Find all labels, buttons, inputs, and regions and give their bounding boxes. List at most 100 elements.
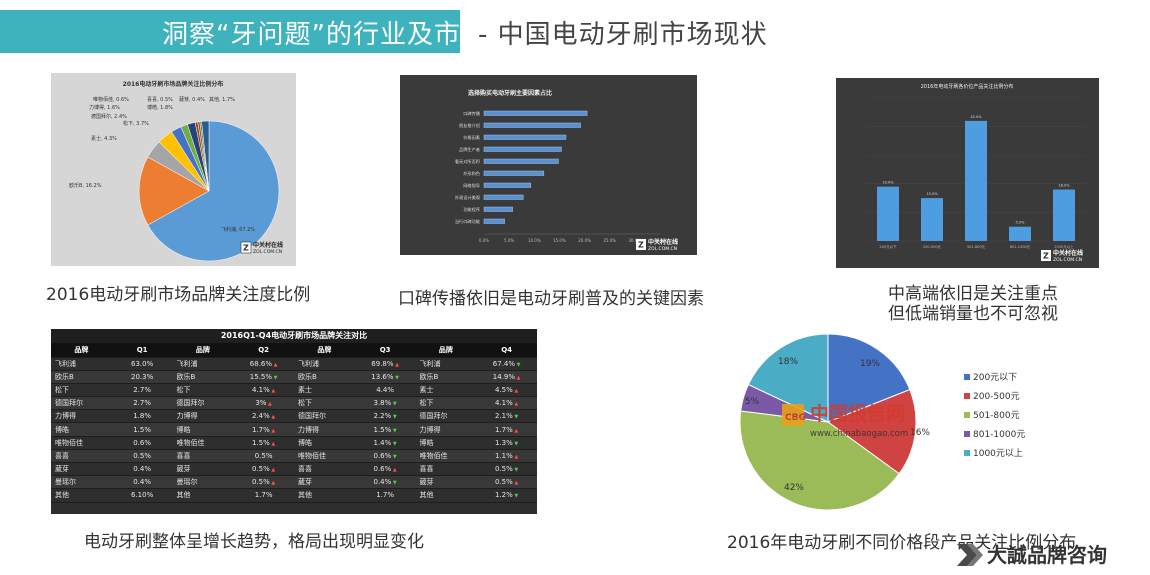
- table-brand-cell: 葳芽: [294, 475, 355, 490]
- trend-down-icon: ▼: [515, 361, 521, 368]
- caption-quarterly: 电动牙刷整体呈增长趋势，格局出现明显变化: [84, 532, 424, 552]
- factor-tick: 0.0%: [479, 238, 489, 243]
- table-value-cell: 0.5%: [233, 449, 294, 464]
- brand-pie-label: 唯物佰佳, 0.6%: [93, 96, 129, 103]
- zol-watermark: Z 中关村在线 ZOL.COM.CN: [1041, 249, 1083, 263]
- trend-down-icon: ▼: [391, 427, 397, 434]
- table-brand-cell: 德国拜尔: [172, 396, 234, 411]
- brand-pie-slice: [138, 156, 210, 226]
- table-header: 品牌: [415, 343, 477, 358]
- legend-label: 200-500元: [973, 392, 1020, 402]
- table-value-cell: 0.5% ▲: [233, 462, 294, 477]
- table-value-cell: 1.2% ▼: [476, 488, 537, 503]
- table-brand-cell: 其他: [51, 488, 112, 503]
- table-value-cell: 2.4% ▲: [233, 409, 294, 424]
- price-pie-slice: [827, 333, 911, 423]
- table-brand-cell: 飞利浦: [294, 357, 355, 371]
- factor-bar: [483, 134, 567, 140]
- caption-factors: 口碑传播依旧是电动牙刷普及的关键因素: [398, 289, 704, 309]
- svg-text:ZOL.COM.CN: ZOL.COM.CN: [253, 249, 282, 255]
- trend-up-icon: ▲: [512, 453, 519, 460]
- table-value-cell: 1.5%: [111, 422, 173, 437]
- table-brand-cell: 松下: [51, 383, 112, 398]
- page-subtitle: - 中国电动牙刷市场现状: [478, 20, 768, 50]
- table-brand-cell: 博皓: [172, 422, 234, 437]
- brand-pie-label: 力博得, 1.6%: [89, 104, 120, 111]
- table-brand-cell: 力博得: [294, 422, 355, 437]
- table-value-cell: 69.8% ▲: [354, 357, 416, 371]
- svg-text:中关村在线: 中关村在线: [648, 238, 678, 246]
- brand-share-title: 2016电动牙刷市场品牌关注比例分布: [123, 80, 224, 88]
- table-row: 德国拜尔 2.7% 德国拜尔 3% ▲ 松下 3.8% ▼ 松下 4.1% ▲: [51, 396, 537, 411]
- table-brand-cell: 唯物佰佳: [51, 436, 112, 450]
- brand-pie-slice: [147, 120, 280, 262]
- brand-pie-label: 欧乐B, 16.2%: [69, 182, 102, 189]
- table-row: 曼瑶尔 0.4% 曼瑶尔 0.5% ▲ 葳芽 0.4% ▼ 葳芽 0.5% ▲: [51, 475, 537, 490]
- factor-label: 品牌生产者: [459, 146, 480, 153]
- company-name: 大誠品牌咨询: [987, 543, 1107, 567]
- report-watermark-url: www.chinabaogao.com: [810, 429, 908, 439]
- price-bar: [877, 186, 899, 241]
- svg-text:Z: Z: [1043, 252, 1049, 261]
- trend-down-icon: ▼: [272, 374, 278, 381]
- factor-bar: [483, 182, 532, 188]
- trend-up-icon: ▲: [266, 401, 272, 408]
- price-bar-category: 501-800元: [967, 245, 986, 249]
- table-value-cell: 2.2% ▼: [354, 409, 416, 424]
- table-value-cell: 15.5% ▼: [233, 370, 294, 384]
- company-logo: 大誠品牌咨询: [955, 540, 1145, 570]
- factor-label: 外观设计美观: [455, 194, 481, 201]
- table-brand-cell: 力博得: [415, 422, 477, 437]
- table-row: 葳芽 0.4% 葳芽 0.5% ▲ 喜喜 0.6% ▲ 喜喜 0.5% ▼: [51, 462, 537, 477]
- legend-label: 501-800元: [973, 411, 1020, 421]
- table-value-cell: 0.5% ▼: [476, 462, 537, 477]
- table-value-cell: 6.10%: [111, 488, 173, 503]
- report-watermark-cn: 中国报告网: [810, 402, 905, 425]
- table-header: Q3: [354, 343, 416, 358]
- factor-bar: [483, 194, 524, 200]
- trend-up-icon: ▲: [391, 467, 397, 474]
- trend-up-icon: ▲: [269, 414, 276, 421]
- table-brand-cell: 喜喜: [294, 462, 355, 477]
- svg-text:Z: Z: [638, 241, 644, 250]
- table-brand-cell: 欧乐B: [172, 370, 234, 384]
- factors-title: 选择购买电动牙刷主要因素占比: [468, 89, 552, 97]
- quarterly-table-title: 2016Q1-Q4电动牙刷市场品牌关注对比: [51, 329, 537, 343]
- factor-label: 当行口碑功能: [455, 218, 481, 225]
- table-brand-cell: 其他: [172, 488, 234, 503]
- brand-pie-label: 喜喜, 0.5%: [147, 96, 173, 103]
- trend-down-icon: ▼: [393, 374, 399, 381]
- table-header: 品牌: [172, 343, 234, 358]
- brand-pie-slice: [201, 120, 210, 192]
- svg-text:Z: Z: [243, 244, 249, 253]
- price-bar-value: 42.0%: [970, 115, 982, 119]
- table-value-cell: 14.9% ▲: [476, 370, 537, 384]
- table-header: Q2: [233, 343, 294, 358]
- table-value-cell: 2.7%: [111, 396, 173, 411]
- table-header: Q4: [476, 343, 537, 358]
- brand-pie-label: 葳芽, 0.4%: [179, 96, 205, 103]
- table-value-cell: 13.6% ▼: [354, 370, 416, 384]
- table-value-cell: 1.3% ▼: [476, 436, 537, 450]
- brand-share-chart: 2016电动牙刷市场品牌关注比例分布 飞利浦, 67.2% 欧乐B, 16.2% 素…: [51, 73, 296, 266]
- svg-text:ZOL.COM.CN: ZOL.COM.CN: [1053, 257, 1082, 263]
- table-value-cell: 3% ▲: [233, 396, 294, 411]
- table-value-cell: 0.6% ▼: [354, 449, 416, 464]
- caption-brand-share: 2016电动牙刷市场品牌关注度比例: [46, 285, 311, 305]
- table-value-cell: 3.8% ▼: [354, 396, 416, 411]
- factor-tick: 30.0%: [628, 238, 641, 243]
- table-row: 松下 2.7% 松下 4.1% ▲ 素士 4.4% 素士 4.5% ▲: [51, 383, 537, 398]
- brand-pie-label: 博皓, 1.8%: [147, 104, 173, 111]
- legend-swatch: [964, 412, 970, 418]
- price-bar: [1009, 226, 1031, 241]
- price-bar-value: 15.0%: [926, 192, 938, 196]
- trend-up-icon: ▲: [512, 480, 519, 487]
- table-value-cell: 1.7%: [233, 488, 294, 503]
- trend-down-icon: ▼: [391, 440, 397, 447]
- factors-chart: 选择购买电动牙刷主要因素占比 口碑传播朋友推介绍价格因素品牌生产者看无对所否积外…: [400, 75, 697, 255]
- factor-label: 外形和色: [463, 170, 481, 177]
- table-brand-cell: 松下: [294, 396, 355, 411]
- table-brand-cell: 飞利浦: [172, 357, 234, 371]
- factor-tick: 20.0%: [578, 238, 591, 243]
- table-value-cell: 0.4%: [111, 462, 173, 477]
